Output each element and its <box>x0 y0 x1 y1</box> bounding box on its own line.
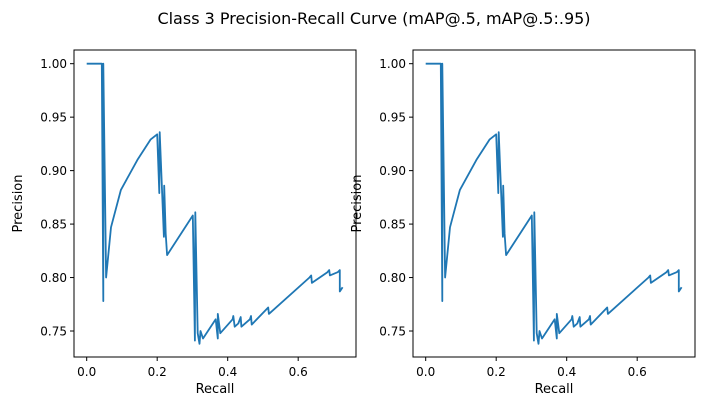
subplot-2: 0.0 0.2 0.4 0.6 0.75 0.80 0.85 0.90 0.95 1.00 Reca… <box>350 49 696 397</box>
y-tick-label: 0.95 <box>40 111 67 125</box>
x-axis-label: Recall <box>196 382 235 397</box>
y-tick-label: 0.85 <box>379 218 406 232</box>
x-tick-label: 0.0 <box>77 365 96 379</box>
x-tick-label: 0.4 <box>218 365 237 379</box>
y-tick-label: 0.85 <box>40 218 67 232</box>
x-tick-label: 0.6 <box>289 365 308 379</box>
x-tick-label: 0.2 <box>487 365 506 379</box>
figure-title: Class 3 Precision-Recall Curve (mAP@.5, … <box>157 9 590 28</box>
y-tick-label: 0.80 <box>379 271 406 285</box>
y-tick-label: 0.90 <box>379 164 406 178</box>
y-axis-label: Precision <box>350 174 365 232</box>
subplot-1: 0.0 0.2 0.4 0.6 0.75 0.80 0.85 0.90 0.95 1.00 Reca… <box>11 49 357 397</box>
y-tick-label: 0.75 <box>379 325 406 339</box>
y-tick-label: 1.00 <box>40 57 67 71</box>
x-tick-label: 0.4 <box>557 365 576 379</box>
x-tick-label: 0.6 <box>628 365 647 379</box>
y-axis-label: Precision <box>11 174 26 232</box>
x-tick-label: 0.2 <box>148 365 167 379</box>
y-tick-label: 1.00 <box>379 57 406 71</box>
y-tick-label: 0.80 <box>40 271 67 285</box>
pr-curve-line <box>425 62 683 345</box>
y-tick-label: 0.90 <box>40 164 67 178</box>
axes-frame <box>412 49 696 358</box>
y-tick-label: 0.95 <box>379 111 406 125</box>
axes-frame <box>73 49 357 358</box>
y-tick-label: 0.75 <box>40 325 67 339</box>
x-axis-label: Recall <box>535 382 574 397</box>
pr-curve-line <box>86 62 344 345</box>
x-tick-label: 0.0 <box>416 365 435 379</box>
